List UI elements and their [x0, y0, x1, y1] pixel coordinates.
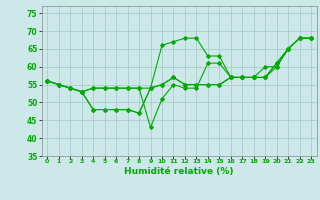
X-axis label: Humidité relative (%): Humidité relative (%) — [124, 167, 234, 176]
